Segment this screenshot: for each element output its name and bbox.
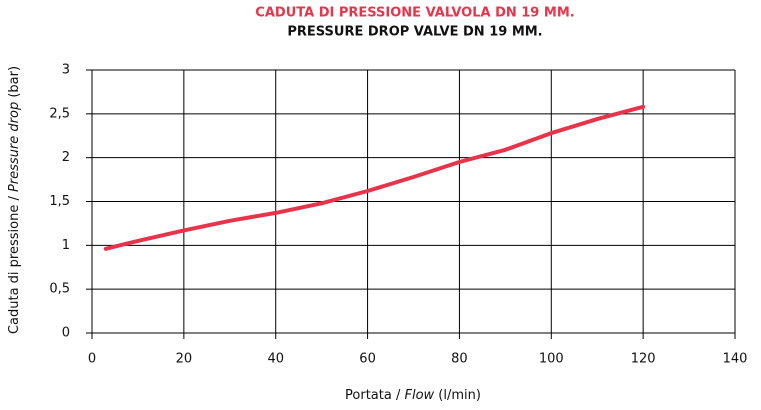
y-tick-label: 3 [62, 63, 70, 78]
x-axis-label-part: Flow [404, 388, 434, 403]
y-axis-label-part: (bar) [7, 66, 22, 102]
x-axis-label-part: (l/min) [434, 388, 481, 403]
y-tick-label: 0,5 [49, 282, 70, 297]
x-tick-label: 120 [631, 352, 656, 367]
y-tick-label: 1,5 [49, 194, 70, 209]
x-tick-label: 20 [176, 352, 193, 367]
x-tick-label: 140 [723, 352, 748, 367]
y-axis-label-part: Caduta di pressione / [7, 192, 22, 334]
x-tick-label: 80 [451, 352, 468, 367]
y-axis-label-part: Pressure drop [7, 102, 22, 192]
x-tick-label: 0 [88, 352, 96, 367]
y-tick-label: 2,5 [49, 106, 70, 121]
x-tick-label: 40 [267, 352, 284, 367]
chart-title: CADUTA DI PRESSIONE VALVOLA DN 19 MM. [255, 6, 574, 21]
x-axis-label: Portata / Flow (l/min) [345, 388, 481, 403]
x-axis-label-part: Portata / [345, 388, 404, 403]
y-tick-label: 0 [62, 326, 70, 341]
y-tick-label: 2 [62, 150, 70, 165]
y-axis-label: Caduta di pressione / Pressure drop (bar… [7, 66, 22, 334]
y-tick-label: 1 [62, 238, 70, 253]
chart-subtitle: PRESSURE DROP VALVE DN 19 MM. [287, 25, 542, 40]
data-line [103, 104, 646, 251]
x-tick-label: 100 [539, 352, 564, 367]
x-tick-label: 60 [359, 352, 376, 367]
